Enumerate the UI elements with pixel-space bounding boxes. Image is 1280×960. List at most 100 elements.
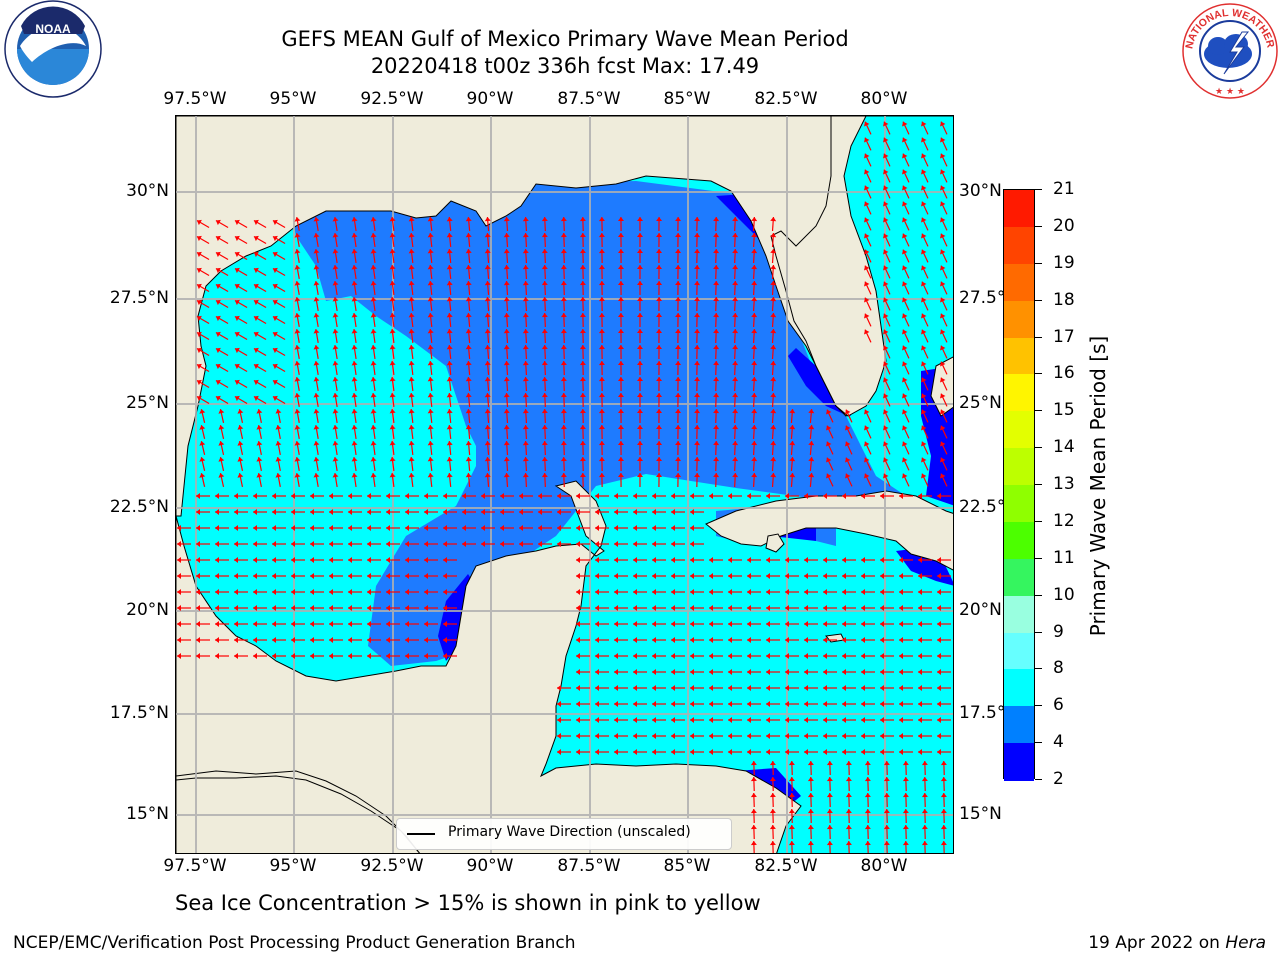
wave-arrow-head: [880, 573, 884, 579]
wave-arrow-head: [389, 425, 396, 430]
wave-arrow-head: [921, 425, 927, 431]
wave-arrow-head: [732, 281, 739, 286]
wave-arrow-head: [902, 313, 908, 319]
wave-arrow-head: [694, 345, 701, 350]
colorbar-tick-label: 12: [1053, 510, 1075, 531]
lat-tick-right: 15°N: [959, 804, 1002, 824]
wave-arrow-head: [446, 409, 453, 414]
wave-arrow-head: [899, 589, 903, 595]
wave-arrow-head: [845, 841, 852, 846]
wave-arrow-head: [424, 573, 428, 579]
wave-arrow-head: [310, 573, 314, 579]
wave-arrow-head: [750, 825, 757, 830]
wave-arrow-head: [427, 281, 434, 286]
wave-arrow-head: [747, 733, 751, 739]
wave-arrow-head: [807, 825, 814, 830]
wave-arrow-head: [294, 441, 301, 446]
wave-arrow-head: [769, 793, 776, 798]
wave-arrow-head: [842, 573, 846, 579]
wave-arrow-head: [332, 329, 339, 334]
wave-arrow-head: [709, 637, 713, 643]
wave-arrow-head: [804, 637, 808, 643]
wave-arrow-head: [636, 441, 643, 446]
wave-arrow-head: [842, 605, 846, 611]
wave-arrow-head: [424, 605, 428, 611]
wave-arrow-head: [694, 249, 701, 254]
wave-arrow-head: [595, 541, 599, 547]
wave-arrow-head: [804, 573, 808, 579]
wave-arrow-head: [902, 249, 908, 255]
wave-arrow-head: [751, 473, 758, 478]
wave-arrow-head: [598, 457, 605, 462]
wave-arrow-head: [728, 669, 732, 675]
wave-arrow-head: [538, 525, 542, 531]
wave-arrow-head: [940, 425, 946, 431]
wave-arrow-head: [389, 361, 396, 366]
wave-arrow-head: [351, 217, 358, 222]
wave-arrow-head: [329, 573, 333, 579]
wave-arrow-head: [614, 733, 618, 739]
wave-arrow-head: [864, 185, 870, 191]
wave-arrow-head: [389, 473, 396, 478]
wave-arrow-head: [883, 409, 889, 415]
wave-arrow-head: [864, 809, 871, 814]
wave-arrow-head: [481, 525, 485, 531]
wave-arrow-head: [713, 377, 720, 382]
wave-arrow-head: [921, 441, 927, 447]
wave-arrow-head: [861, 557, 865, 563]
wave-arrow-head: [408, 345, 415, 350]
wave-arrow-head: [694, 361, 701, 366]
wave-arrow-head: [579, 345, 586, 350]
wave-arrow-head: [770, 297, 777, 302]
wave-arrow-head: [348, 573, 352, 579]
land-isla-juventud: [765, 533, 785, 553]
wave-arrow-head: [747, 605, 751, 611]
wave-arrow-head: [902, 185, 908, 191]
wave-arrow-head: [332, 473, 339, 478]
wave-arrow-head: [826, 793, 833, 798]
wave-arrow-head: [826, 425, 832, 431]
wave-arrow-head: [861, 493, 865, 499]
map-panel[interactable]: [175, 115, 954, 854]
wave-arrow-head: [408, 377, 415, 382]
wave-arrow-head: [351, 457, 358, 462]
wave-arrow-head: [732, 297, 739, 302]
wave-arrow-head: [713, 217, 720, 222]
wave-arrow-head: [728, 653, 732, 659]
wave-arrow-head: [484, 393, 491, 398]
wave-arrow-head: [709, 589, 713, 595]
wave-arrow-head: [732, 409, 739, 414]
wave-arrow-head: [883, 841, 890, 846]
wave-arrow-head: [215, 331, 221, 338]
wave-arrow-head: [732, 313, 739, 318]
wave-arrow-head: [694, 313, 701, 318]
wave-arrow-head: [427, 345, 434, 350]
wave-arrow-head: [826, 457, 832, 463]
wave-arrow-head: [713, 281, 720, 286]
wave-arrow-head: [732, 425, 739, 430]
wave-arrow-head: [218, 409, 225, 414]
wave-arrow-head: [595, 669, 599, 675]
wave-arrow-head: [880, 557, 884, 563]
wave-arrow-head: [329, 653, 333, 659]
wave-arrow-head: [503, 345, 510, 350]
wave-arrow-head: [899, 621, 903, 627]
wave-arrow-head: [921, 297, 927, 303]
wave-arrow-head: [617, 361, 624, 366]
wave-arrow-head: [367, 541, 371, 547]
wave-arrow-head: [690, 701, 694, 707]
wave-arrow-head: [675, 409, 682, 414]
wave-arrow-head: [560, 313, 567, 318]
wave-arrow-head: [636, 473, 643, 478]
wave-arrow-head: [446, 377, 453, 382]
lat-tick-right: 20°N: [959, 600, 1002, 620]
wave-arrow-head: [541, 297, 548, 302]
svg-text:NOAA: NOAA: [35, 22, 71, 36]
lon-tick-top: 92.5°W: [360, 89, 424, 109]
wave-arrow-head: [788, 761, 795, 766]
wave-arrow-head: [370, 217, 377, 222]
wave-arrow-head: [367, 605, 371, 611]
wave-arrow-head: [728, 493, 732, 499]
wave-arrow-head: [177, 653, 181, 659]
wave-arrow-head: [808, 473, 815, 478]
